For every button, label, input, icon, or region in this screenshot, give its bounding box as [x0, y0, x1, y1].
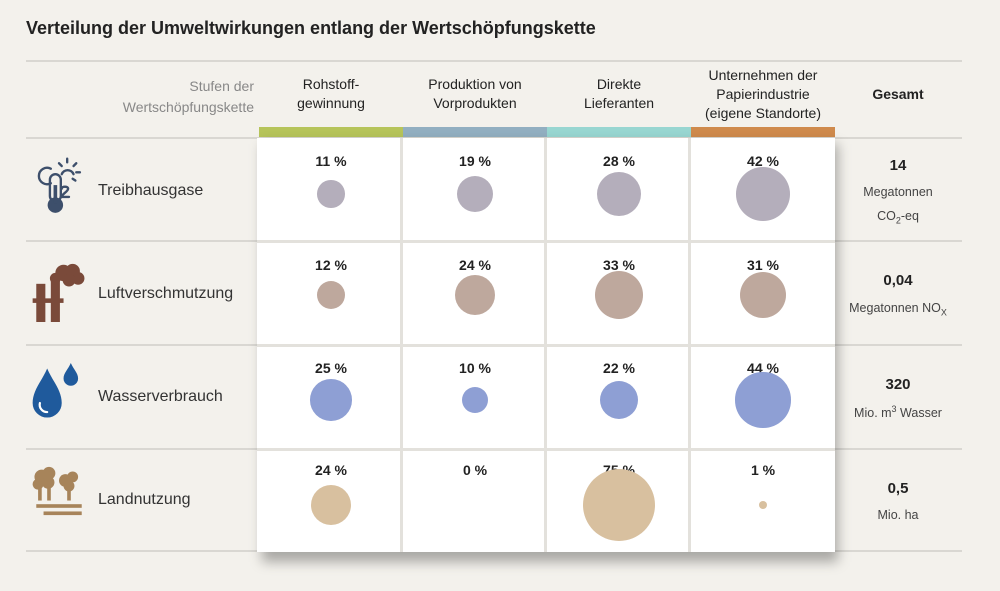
total-header: Gesamt — [872, 86, 924, 102]
bubble — [583, 469, 655, 541]
bubble — [736, 167, 790, 221]
column-header-3: Direkte Lieferanten — [583, 76, 655, 111]
total-value: 0,04 — [883, 272, 913, 289]
total-unit: Megatonnen — [863, 185, 933, 199]
row-label-luftverschmutzung: Luftverschmutzung — [98, 285, 234, 302]
bubble — [735, 372, 791, 428]
bubble — [456, 175, 494, 213]
bubble — [599, 380, 639, 420]
column-header-2: Produktion von Vorprodukten — [428, 76, 522, 111]
chart-title: Verteilung der Umweltwirkungen entlang d… — [26, 18, 596, 38]
bubble — [461, 386, 489, 414]
bubble — [310, 484, 352, 526]
value-label: 24 % — [315, 462, 347, 478]
column-color-bar-3 — [547, 127, 691, 137]
header-top-line — [26, 60, 962, 62]
value-label: 31 % — [747, 257, 779, 273]
co2-thermometer-icon — [37, 157, 82, 213]
value-label: 24 % — [459, 257, 491, 273]
total-unit: Mio. ha — [877, 508, 919, 522]
value-label: 44 % — [747, 360, 779, 376]
bubble — [595, 271, 643, 319]
value-label: 25 % — [315, 360, 347, 376]
column-header-4: Unternehmen der Papierindustrie (eigene … — [705, 66, 821, 121]
bubble — [739, 271, 787, 319]
stage-label: Stufen der Wertschöpfungskette — [122, 78, 254, 115]
value-label: 42 % — [747, 153, 779, 169]
column-color-bar-1 — [259, 127, 403, 137]
bubble — [317, 180, 345, 208]
cell-separator-1 — [257, 240, 835, 243]
total-value: 0,5 — [887, 480, 909, 497]
value-label: 28 % — [603, 153, 635, 169]
factory-smoke-icon — [32, 263, 85, 322]
value-label: 1 % — [750, 462, 776, 478]
total-value: 14 — [889, 157, 907, 174]
row-label-treibhausgase: Treibhausgase — [98, 182, 204, 199]
total-unit: Megatonnen NOX — [849, 301, 947, 318]
value-label: 12 % — [315, 257, 347, 273]
cell-separator-2 — [257, 344, 835, 347]
value-label: 22 % — [603, 360, 635, 376]
trees-land-icon — [32, 466, 82, 516]
row-label-landnutzung: Landnutzung — [98, 491, 191, 508]
bubble — [454, 274, 496, 316]
total-unit: Mio. m3 Wasser — [854, 404, 942, 421]
column-color-bar-4 — [691, 127, 835, 137]
bubble — [316, 280, 346, 310]
bubble — [597, 172, 641, 216]
row-label-wasserverbrauch: Wasserverbrauch — [98, 388, 223, 405]
cell-separator-3 — [257, 448, 835, 451]
value-label: 19 % — [459, 153, 491, 169]
value-label: 11 % — [315, 153, 347, 169]
column-header-1: Rohstoff- gewinnung — [297, 76, 365, 111]
total-value: 320 — [885, 376, 911, 393]
total-unit: CO2-eq — [877, 209, 919, 226]
value-label: 33 % — [603, 257, 635, 273]
water-drops-icon — [32, 363, 79, 418]
bubble — [310, 379, 352, 421]
column-color-bar-2 — [403, 127, 547, 137]
bubble — [758, 500, 768, 510]
value-label: 0 % — [462, 462, 488, 478]
value-label: 10 % — [459, 360, 491, 376]
